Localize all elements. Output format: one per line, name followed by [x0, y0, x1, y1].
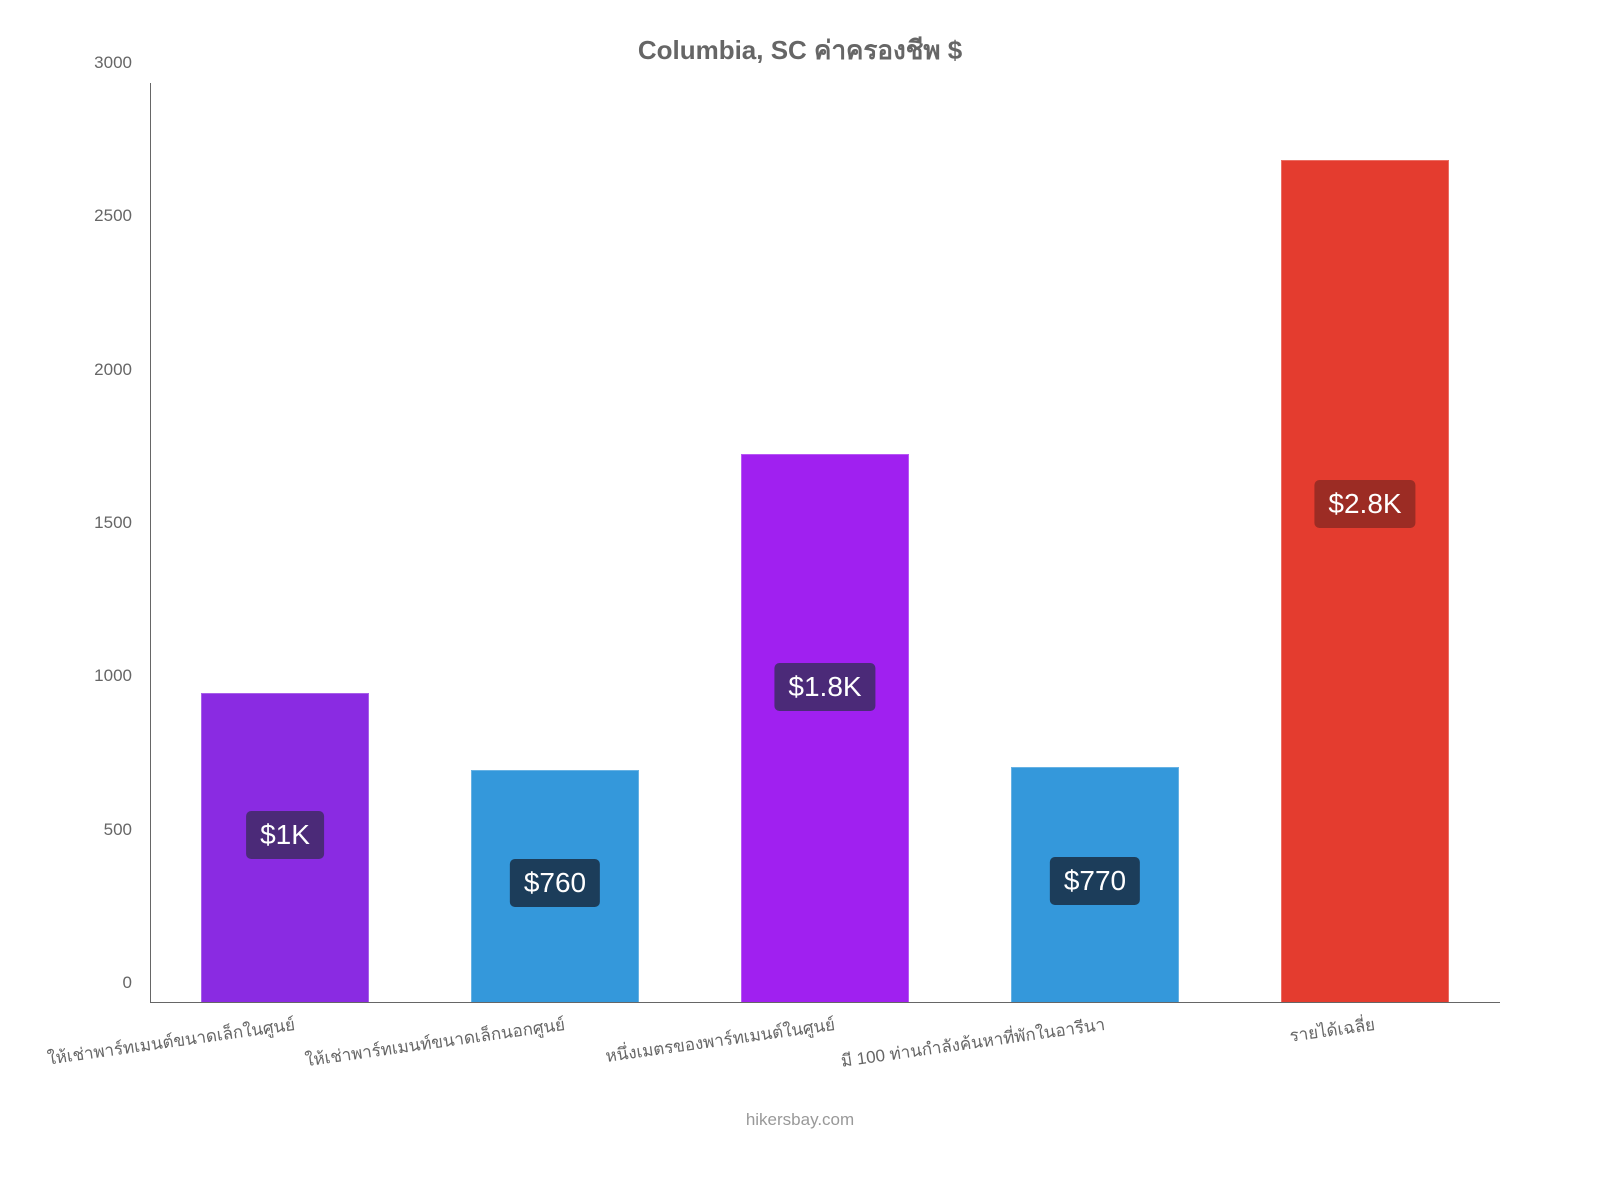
attribution: hikersbay.com: [746, 1110, 854, 1130]
bar: $1.8K: [741, 454, 908, 1003]
chart-container: Columbia, SC ค่าครองชีพ $ 05001000150020…: [80, 30, 1520, 1093]
x-axis-labels: ให้เช่าพาร์ทเมนต์ขนาดเล็กในศูนย์ให้เช่าพ…: [150, 1003, 1500, 1093]
x-tick-label: ให้เช่าพาร์ทเมนท์ขนาดเล็กนอกศูนย์: [304, 1011, 567, 1074]
y-tick: 3000: [72, 53, 132, 73]
bar: $2.8K: [1281, 160, 1448, 1003]
bar-value-label: $2.8K: [1314, 480, 1415, 528]
y-tick: 2500: [72, 206, 132, 226]
bar: $1K: [201, 693, 368, 1003]
bar-value-label: $770: [1050, 857, 1140, 905]
x-tick-label: ให้เช่าพาร์ทเมนต์ขนาดเล็กในศูนย์: [46, 1011, 297, 1073]
bar-value-label: $1.8K: [774, 663, 875, 711]
bar-value-label: $760: [510, 859, 600, 907]
y-tick: 0: [72, 973, 132, 993]
x-tick-label: หนึ่งเมตรของพาร์ทเมนต์ในศูนย์: [604, 1011, 837, 1070]
y-axis: 050010001500200025003000: [80, 83, 140, 1003]
x-tick-label: รายได้เฉลี่ย: [1288, 1011, 1377, 1050]
bars-group: $1K $760 $1.8K $770 $2.8K: [150, 83, 1500, 1003]
x-tick-label: มี 100 ท่านกำลังค้นหาที่พักในอารีนา: [840, 1011, 1108, 1075]
plot-area: 050010001500200025003000 $1K$760$1.8K$77…: [150, 83, 1500, 1003]
bar-value-label: $1K: [246, 811, 324, 859]
y-tick: 2000: [72, 360, 132, 380]
y-tick: 500: [72, 820, 132, 840]
bar: $770: [1011, 767, 1178, 1003]
chart-title: Columbia, SC ค่าครองชีพ $: [80, 30, 1520, 71]
y-tick: 1000: [72, 666, 132, 686]
y-tick: 1500: [72, 513, 132, 533]
bar: $760: [471, 770, 638, 1003]
